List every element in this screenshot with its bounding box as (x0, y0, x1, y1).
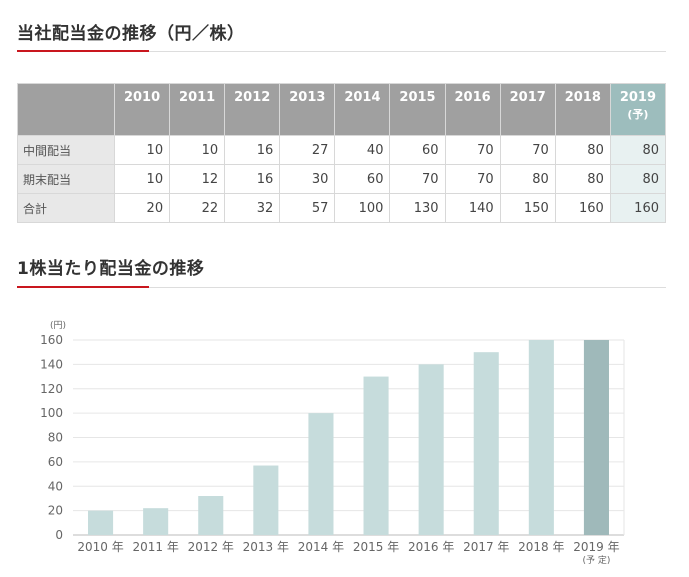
table-cell: 70 (389, 164, 446, 194)
bar (363, 376, 389, 535)
table-cell-forecast: 80 (609, 135, 667, 165)
chart-bars (88, 340, 609, 535)
dividend-table: 2010 2011 2012 2013 2014 2015 2016 2017 … (17, 83, 667, 223)
column-header: 2013 (279, 83, 336, 136)
bar (308, 413, 334, 535)
column-header: 2017 (499, 83, 556, 136)
chart-unit-label: (円) (50, 320, 66, 331)
title-divider (17, 51, 666, 52)
bar (253, 465, 279, 535)
table-cell: 10 (113, 164, 171, 194)
table-cell: 40 (334, 135, 391, 165)
table-cell: 80 (554, 135, 611, 165)
table-cell: 60 (334, 164, 391, 194)
y-axis-ticks: 0 20 40 60 80 100 120 140 160 (40, 333, 63, 542)
table-cell: 16 (224, 164, 281, 194)
y-tick-label: 100 (40, 406, 63, 420)
table-cell-forecast: 160 (609, 193, 667, 223)
table-row: 期末配当 10 12 16 30 60 70 70 80 80 80 (17, 164, 667, 194)
x-tick-label: 2011 年 (132, 540, 178, 554)
table-cell: 80 (554, 164, 611, 194)
title-accent-line (17, 286, 149, 288)
bar (528, 340, 554, 535)
bar (473, 352, 499, 535)
x-tick-label: 2018 年 (518, 540, 564, 554)
table-cell: 22 (169, 193, 226, 223)
x-tick-label: 2017 年 (463, 540, 509, 554)
table-cell: 12 (169, 164, 226, 194)
table-cell: 70 (444, 164, 501, 194)
table-cell: 80 (499, 164, 556, 194)
table-cell: 16 (224, 135, 281, 165)
column-header: 2016 (444, 83, 501, 136)
y-tick-label: 80 (48, 431, 63, 445)
x-tick-label: 2012 年 (188, 540, 234, 554)
x-tick-label: 2015 年 (353, 540, 399, 554)
column-header: 2014 (334, 83, 391, 136)
table-cell: 20 (113, 193, 171, 223)
table-cell: 70 (444, 135, 501, 165)
x-tick-label: 2016 年 (408, 540, 454, 554)
row-label: 合計 (17, 193, 115, 223)
table-cell: 60 (389, 135, 446, 165)
row-label: 期末配当 (17, 164, 115, 194)
bar (418, 364, 444, 535)
table-corner-cell (17, 83, 115, 136)
y-tick-label: 140 (40, 357, 63, 371)
column-header: 2010 (113, 83, 171, 136)
table-cell: 100 (334, 193, 391, 223)
bar (198, 496, 224, 535)
table-cell: 32 (224, 193, 281, 223)
forecast-column-header: 2019 (予) (609, 83, 667, 136)
table-cell: 150 (499, 193, 556, 223)
table-cell: 70 (499, 135, 556, 165)
x-tick-sublabel: (予 定) (583, 554, 611, 566)
x-axis-labels: 2010 年 2011 年 2012 年 2013 年 2014 年 2015 年 2016… (77, 540, 619, 566)
row-label: 中間配当 (17, 135, 115, 165)
column-header: 2018 (554, 83, 611, 136)
table-cell: 30 (279, 164, 336, 194)
table-cell: 130 (389, 193, 446, 223)
y-tick-label: 120 (40, 382, 63, 396)
dividend-history-title: 当社配当金の推移（円／株） (17, 24, 245, 44)
bar (143, 508, 169, 535)
y-tick-label: 20 (48, 504, 63, 518)
table-cell: 10 (113, 135, 171, 165)
y-tick-label: 60 (48, 455, 63, 469)
forecast-year: 2019 (619, 90, 657, 105)
x-tick-label: 2013 年 (243, 540, 289, 554)
table-cell: 10 (169, 135, 226, 165)
x-tick-label: 2010 年 (77, 540, 123, 554)
table-cell: 140 (444, 193, 501, 223)
table-row: 合計 20 22 32 57 100 130 140 150 160 160 (17, 193, 667, 223)
per-share-dividend-title: 1株当たり配当金の推移 (17, 259, 205, 279)
y-tick-label: 0 (55, 528, 63, 542)
table-cell-forecast: 80 (609, 164, 667, 194)
title-accent-line (17, 50, 149, 52)
forecast-note: (予) (627, 108, 649, 121)
column-header: 2015 (389, 83, 446, 136)
x-tick-label: 2019 年 (573, 540, 619, 554)
table-header-row: 2010 2011 2012 2013 2014 2015 2016 2017 … (17, 83, 667, 136)
bar-forecast (583, 340, 609, 535)
y-tick-label: 40 (48, 479, 63, 493)
column-header: 2011 (169, 83, 226, 136)
bar (88, 510, 114, 535)
column-header: 2012 (224, 83, 281, 136)
table-cell: 160 (554, 193, 611, 223)
y-tick-label: 160 (40, 333, 63, 347)
table-cell: 57 (279, 193, 336, 223)
table-row: 中間配当 10 10 16 27 40 60 70 70 80 80 (17, 135, 667, 165)
table-cell: 27 (279, 135, 336, 165)
title-divider (17, 287, 666, 288)
x-tick-label: 2014 年 (298, 540, 344, 554)
